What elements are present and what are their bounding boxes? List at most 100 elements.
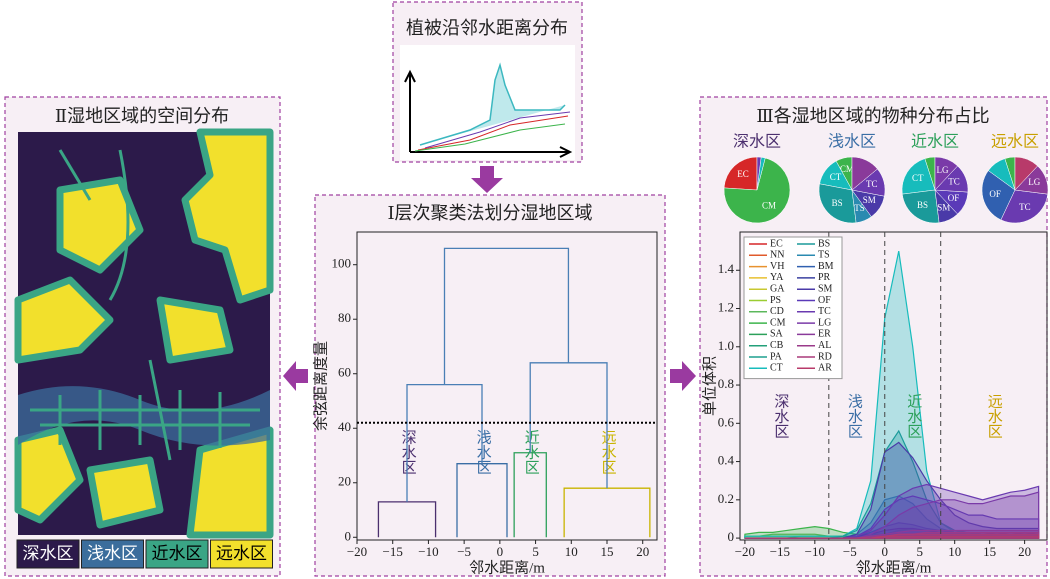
legend-label: SA	[770, 329, 784, 340]
chart-title: Ⅰ层次聚类法划分湿地区域	[387, 203, 592, 223]
arrow-right	[670, 361, 696, 391]
pie-label: CM	[762, 201, 776, 211]
map-title: Ⅱ湿地区域的空间分布	[55, 106, 229, 126]
y-tick-label: 60	[338, 365, 351, 380]
pie-title: 浅水区	[828, 133, 876, 151]
legend-label: PS	[770, 295, 781, 306]
pie-label: LG	[937, 165, 949, 175]
y-tick-label: 100	[332, 256, 352, 271]
legend-label: TS	[818, 250, 830, 261]
map-legend-label: 近水区	[152, 544, 203, 563]
y-tick-label: 0	[345, 528, 352, 543]
pie-label: OF	[948, 193, 960, 203]
pie-title: 近水区	[911, 133, 959, 151]
x-tick-label: 5	[916, 544, 923, 559]
legend-label: AR	[818, 363, 832, 374]
legend-label: CB	[770, 340, 784, 351]
legend-label: CM	[770, 317, 786, 328]
figure: 植被沿邻水距离分布 Ⅱ湿地区域的空间分布 Ⅲ各湿地区域的物种分布占比 深水区浅水…	[0, 0, 1050, 579]
y-axis-label: 单位体积	[701, 356, 718, 416]
legend-label: CT	[770, 363, 783, 374]
x-tick-label: 20	[1018, 544, 1031, 559]
map-region	[90, 460, 160, 525]
legend-label: TC	[818, 306, 831, 317]
x-tick-label: 10	[565, 544, 578, 559]
legend-label: AL	[818, 340, 831, 351]
x-tick-label: −15	[383, 544, 403, 559]
arrow-left	[283, 361, 308, 391]
y-tick-label: 0.8	[718, 376, 734, 391]
cluster-label: 浅水区	[475, 430, 492, 475]
zone-label: 浅水区	[846, 393, 863, 438]
pie-title: 远水区	[991, 133, 1039, 151]
x-tick-label: 15	[983, 544, 996, 559]
legend-label: GA	[770, 283, 785, 294]
y-tick-label: 1.2	[718, 300, 734, 315]
species-title: Ⅲ各湿地区域的物种分布占比	[756, 106, 989, 126]
x-tick-label: −15	[770, 544, 790, 559]
legend-label: YA	[770, 272, 784, 283]
pie-label: OF	[989, 189, 1001, 199]
pie-label: CT	[912, 173, 924, 183]
map-legend-label: 远水区	[216, 544, 267, 563]
map-legend-label: 深水区	[23, 544, 74, 563]
pie-label: TC	[948, 177, 960, 187]
zone-label: 近水区	[905, 393, 922, 438]
y-tick-label: 80	[338, 310, 351, 325]
x-tick-label: 0	[497, 544, 504, 559]
x-axis-label: 邻水距离/m	[856, 559, 932, 576]
legend-label: RD	[818, 351, 832, 362]
x-tick-label: 0	[882, 544, 889, 559]
x-tick-label: 20	[636, 544, 649, 559]
legend-label: NN	[770, 250, 784, 261]
legend-label: EC	[770, 238, 783, 249]
pie-title: 深水区	[733, 133, 781, 151]
x-tick-label: 10	[948, 544, 961, 559]
y-tick-label: 0.6	[718, 414, 735, 429]
zone-label: 深水区	[772, 393, 789, 438]
legend-label: PA	[770, 351, 783, 362]
x-tick-label: 15	[601, 544, 614, 559]
legend-label: ER	[818, 329, 831, 340]
legend-label: CD	[770, 306, 784, 317]
y-tick-label: 20	[338, 474, 351, 489]
pie-label: TC	[1019, 202, 1031, 212]
pie-label: BS	[832, 198, 843, 208]
legend-label: VH	[770, 261, 784, 272]
pie-label: SM	[863, 195, 876, 205]
x-tick-label: −20	[735, 544, 755, 559]
pie-label: EC	[737, 169, 749, 179]
legend-label: OF	[818, 295, 831, 306]
y-tick-label: 0.2	[718, 491, 734, 506]
x-axis-label: 邻水距离/m	[469, 559, 545, 576]
y-tick-label: 0.4	[718, 453, 735, 468]
x-tick-label: −10	[418, 544, 438, 559]
cluster-label: 深水区	[400, 430, 417, 475]
legend-label: SM	[818, 283, 833, 294]
x-tick-label: −5	[843, 544, 857, 559]
legend-label: LG	[818, 317, 831, 328]
map-legend-label: 浅水区	[87, 544, 138, 563]
top-title: 植被沿邻水距离分布	[406, 18, 568, 38]
zone-label: 远水区	[986, 393, 1003, 438]
cluster-label: 远水区	[600, 430, 617, 475]
pie-label: BS	[917, 200, 928, 210]
x-tick-label: 5	[532, 544, 539, 559]
y-axis-label: 余弦距离度量	[311, 341, 329, 431]
cluster-label: 近水区	[523, 430, 540, 475]
legend-label: PR	[818, 272, 831, 283]
legend-label: BS	[818, 238, 830, 249]
x-tick-label: −20	[347, 544, 367, 559]
y-tick-label: 0	[728, 529, 735, 544]
x-tick-label: −5	[457, 544, 471, 559]
cluster-panel	[315, 195, 665, 576]
y-tick-label: 40	[338, 419, 351, 434]
legend-label: BM	[818, 261, 834, 272]
x-tick-label: −10	[805, 544, 825, 559]
map-region	[160, 300, 230, 360]
arrow-down	[471, 166, 503, 193]
y-tick-label: 1.0	[718, 338, 734, 353]
pie-label: TC	[866, 179, 878, 189]
y-tick-label: 1.4	[718, 261, 735, 276]
pie-label: LG	[1028, 177, 1040, 187]
